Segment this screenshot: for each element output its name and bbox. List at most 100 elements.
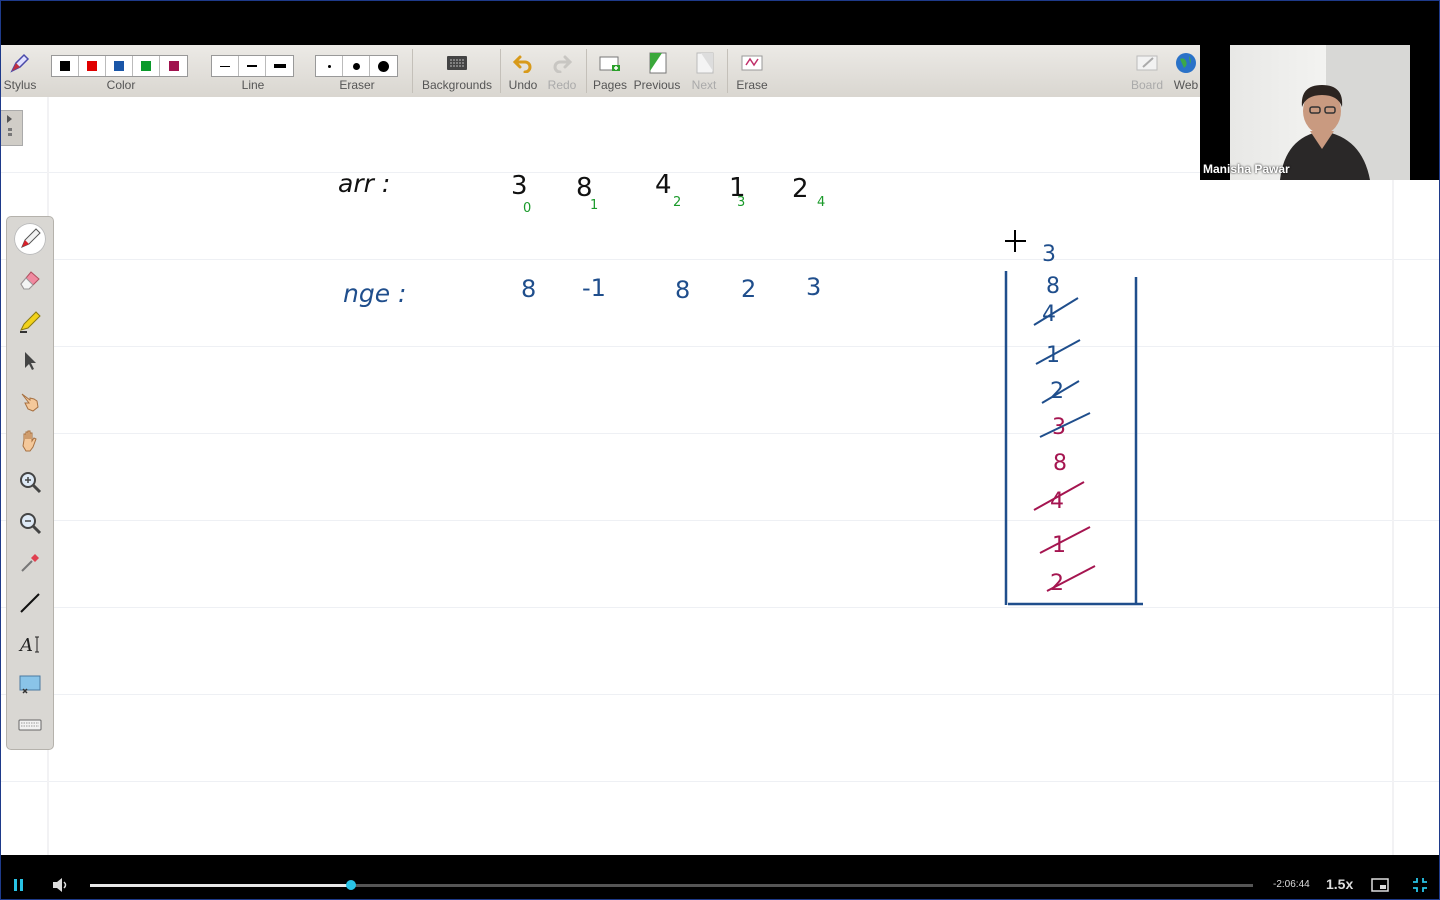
backgrounds-button[interactable]: Backgrounds: [418, 45, 496, 97]
line-widths: [211, 55, 294, 77]
color-black: [60, 61, 70, 71]
pen-tool[interactable]: [14, 223, 46, 255]
zoom-out-tool[interactable]: [14, 507, 46, 539]
playback-speed-button[interactable]: 1.5x: [1326, 876, 1354, 892]
pages-label: Pages: [592, 78, 628, 92]
line-group: Line: [210, 45, 296, 97]
stylus-tool[interactable]: Stylus: [0, 45, 40, 97]
color-picker-tool[interactable]: [14, 547, 46, 579]
whiteboard-canvas-right[interactable]: [1200, 180, 1440, 855]
line-thin[interactable]: [212, 56, 239, 76]
hand-icon: [22, 430, 37, 452]
presenter-avatar: [1280, 45, 1410, 180]
eraser-medium[interactable]: [343, 56, 370, 76]
progress-bar[interactable]: [90, 880, 1253, 890]
progress-fill: [90, 884, 351, 887]
tool-palette: A: [6, 216, 54, 750]
color-swatch-green[interactable]: [133, 56, 160, 76]
expand-arrow-icon: [7, 115, 12, 136]
whiteboard-toolbar: Stylus Color Line Eraser Bac: [0, 45, 1200, 98]
undo-label: Undo: [508, 78, 538, 92]
color-swatch-maroon[interactable]: [160, 56, 187, 76]
webcam-name-label: Manisha Pawar: [1203, 162, 1290, 176]
zoom-out-icon: [20, 513, 42, 535]
board-label: Board: [1130, 78, 1164, 92]
select-tool[interactable]: [14, 345, 46, 377]
redo-icon: [549, 51, 575, 75]
undo-button[interactable]: Undo: [504, 45, 542, 97]
keyboard-tool[interactable]: [14, 709, 46, 741]
side-panel-toggle[interactable]: [0, 110, 23, 146]
color-swatch-blue[interactable]: [106, 56, 133, 76]
erase-label: Erase: [736, 78, 768, 92]
previous-button[interactable]: Previous: [632, 45, 682, 97]
progress-knob[interactable]: [345, 880, 356, 890]
eraser-tool[interactable]: [14, 264, 46, 296]
pointing-hand-icon: [21, 393, 39, 412]
pages-button[interactable]: Pages: [590, 45, 630, 97]
backgrounds-label: Backgrounds: [421, 78, 493, 92]
line-medium[interactable]: [239, 56, 266, 76]
redo-button[interactable]: Redo: [542, 45, 582, 97]
color-group: Color: [50, 45, 192, 97]
pointer-hand-tool[interactable]: [14, 385, 46, 417]
webcam-video: [1230, 45, 1410, 180]
picture-in-picture-button[interactable]: [1371, 877, 1389, 893]
eraser-small[interactable]: [316, 56, 343, 76]
exit-fullscreen-button[interactable]: [1412, 877, 1428, 893]
eyedropper-icon: [21, 554, 39, 572]
line-thick[interactable]: [266, 56, 293, 76]
toolbar-separator: [586, 49, 587, 93]
screen-capture-tool[interactable]: [14, 669, 46, 701]
time-remaining: -2:06:44: [1273, 879, 1310, 890]
line-icon: [20, 593, 40, 613]
volume-button[interactable]: [52, 877, 70, 893]
color-label: Color: [106, 78, 136, 92]
redo-label: Redo: [547, 78, 577, 92]
color-swatch-black[interactable]: [52, 56, 79, 76]
volume-icon: [53, 878, 67, 892]
stylus-label: Stylus: [3, 78, 37, 92]
erase-button[interactable]: Erase: [732, 45, 772, 97]
web-button[interactable]: Web: [1170, 45, 1202, 97]
next-page-icon: [691, 51, 717, 75]
previous-page-icon: [644, 51, 670, 75]
exit-fullscreen-icon: [1413, 878, 1427, 892]
previous-label: Previous: [633, 78, 681, 92]
erase-icon: [739, 51, 765, 75]
backgrounds-icon: [444, 51, 470, 75]
board-icon: [1134, 51, 1160, 75]
zoom-in-icon: [20, 472, 42, 494]
toolbar-separator: [500, 49, 501, 93]
pages-icon: [597, 51, 623, 75]
pause-button[interactable]: [12, 878, 26, 892]
eraser-icon: [20, 271, 40, 290]
eraser-sizes: [315, 55, 398, 77]
pause-icon: [14, 879, 23, 891]
text-tool[interactable]: A: [14, 628, 46, 660]
whiteboard-canvas[interactable]: [0, 97, 1200, 855]
webcam-overlay: Manisha Pawar: [1200, 45, 1440, 180]
globe-icon: [1173, 51, 1199, 75]
eraser-large[interactable]: [370, 56, 397, 76]
line-label: Line: [241, 78, 265, 92]
next-button[interactable]: Next: [686, 45, 722, 97]
video-player-bar: -2:06:44 1.5x: [0, 855, 1440, 900]
stylus-icon: [7, 51, 33, 75]
top-black-bar: [0, 0, 1440, 45]
color-swatch-red[interactable]: [79, 56, 106, 76]
eraser-label: Eraser: [339, 78, 375, 92]
toolbar-separator: [727, 49, 728, 93]
arrow-pointer-icon: [25, 352, 36, 370]
text-icon: A: [18, 635, 39, 656]
eraser-group: Eraser: [314, 45, 400, 97]
pen-icon: [21, 228, 41, 248]
pan-hand-tool[interactable]: [14, 425, 46, 457]
highlighter-tool[interactable]: [14, 305, 46, 337]
line-tool[interactable]: [14, 587, 46, 619]
color-swatches: [51, 55, 188, 77]
svg-text:A: A: [18, 635, 33, 656]
zoom-in-tool[interactable]: [14, 466, 46, 498]
highlighter-icon: [20, 311, 41, 333]
board-button[interactable]: Board: [1128, 45, 1166, 97]
